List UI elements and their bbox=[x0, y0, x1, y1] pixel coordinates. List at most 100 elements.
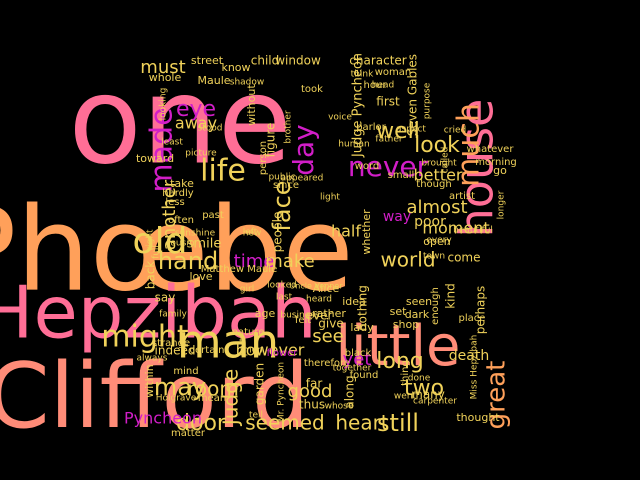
word-27: time bbox=[234, 251, 275, 272]
word-9: much bbox=[452, 103, 487, 187]
word-21: heart bbox=[335, 411, 388, 435]
word-70: say bbox=[155, 291, 176, 305]
word-152: voice bbox=[328, 113, 352, 123]
word-147: Holgrave bbox=[156, 394, 197, 404]
word-67: along bbox=[343, 375, 357, 408]
word-74: ever bbox=[306, 309, 333, 323]
word-87: dark bbox=[405, 308, 430, 321]
word-134: purpose bbox=[423, 82, 433, 119]
word-148: Mr. Pyncheon bbox=[277, 362, 287, 422]
word-47: child bbox=[251, 54, 280, 68]
word-119: woman bbox=[375, 67, 412, 78]
word-76: lady bbox=[350, 321, 374, 334]
word-44: Judge Pyncheon bbox=[351, 53, 366, 158]
word-38: half bbox=[331, 222, 361, 241]
word-168: appeared bbox=[281, 174, 324, 184]
word-75: give bbox=[318, 317, 343, 331]
word-37: see bbox=[312, 326, 344, 347]
word-51: Maule bbox=[197, 74, 230, 87]
word-145: went bbox=[394, 392, 417, 402]
word-7: might bbox=[101, 320, 189, 355]
word-169: light bbox=[320, 193, 340, 203]
word-101: open bbox=[423, 235, 450, 248]
word-23: room bbox=[187, 377, 239, 401]
word-90: hardly bbox=[162, 188, 194, 199]
cloud-words: onePhœbeHepzibahClifford house little manmi… bbox=[0, 53, 517, 449]
word-104: strange bbox=[152, 338, 190, 349]
word-125: love bbox=[189, 270, 212, 283]
word-89: word bbox=[355, 161, 380, 172]
word-164: public bbox=[268, 173, 295, 183]
word-128: sunshine bbox=[175, 229, 216, 239]
word-36: however bbox=[236, 341, 305, 360]
word-112: thing bbox=[400, 360, 411, 386]
word-121: took bbox=[301, 84, 323, 95]
word-83: nature bbox=[232, 327, 265, 338]
word-20: door bbox=[176, 411, 227, 436]
word-55: toward bbox=[136, 152, 174, 165]
word-163: town bbox=[423, 252, 445, 262]
word-40: good bbox=[288, 381, 333, 402]
word-64: many bbox=[411, 388, 445, 402]
word-59: come bbox=[447, 251, 480, 265]
word-69: within bbox=[143, 364, 156, 397]
word-111: found bbox=[350, 370, 379, 381]
word-120: hour bbox=[364, 80, 388, 91]
word-77: people bbox=[271, 212, 285, 253]
word-31: well bbox=[376, 119, 420, 144]
word-88: seen bbox=[406, 295, 432, 308]
word-85: set bbox=[390, 305, 407, 318]
word-158: always bbox=[137, 354, 168, 364]
word-1: Phœbe bbox=[0, 183, 354, 318]
word-43: Pyncheon bbox=[124, 409, 202, 428]
word-16: yet bbox=[343, 349, 372, 370]
word-160: tell bbox=[249, 411, 263, 421]
word-78: figure bbox=[264, 123, 278, 158]
word-84: rather bbox=[312, 307, 346, 320]
word-5: little bbox=[335, 314, 460, 379]
word-113: matter bbox=[171, 428, 206, 439]
word-81: garden bbox=[253, 363, 267, 405]
word-17: great bbox=[482, 361, 512, 430]
word-142: looked bbox=[267, 281, 297, 291]
word-123: head bbox=[372, 81, 394, 91]
word-68: indeed bbox=[155, 344, 196, 358]
word-61: perhaps bbox=[474, 286, 488, 335]
word-146: Miss Hepzibah bbox=[470, 335, 480, 400]
word-8: old bbox=[133, 221, 188, 262]
word-50: whole bbox=[149, 71, 182, 84]
word-57: way bbox=[383, 209, 411, 225]
word-105: certain bbox=[190, 345, 225, 356]
word-127: beautiful bbox=[453, 226, 493, 236]
word-166: girl bbox=[240, 285, 254, 295]
word-49: know bbox=[221, 61, 250, 74]
word-79: person bbox=[258, 141, 269, 175]
word-72: smile bbox=[187, 237, 222, 252]
word-34: away bbox=[175, 114, 217, 133]
word-109: idea bbox=[342, 295, 366, 308]
word-165: least bbox=[161, 138, 183, 148]
word-136: picture bbox=[185, 149, 217, 159]
word-73: nothing bbox=[356, 285, 370, 331]
word-124: parlor bbox=[356, 122, 386, 133]
word-156: heard bbox=[306, 295, 332, 305]
word-102: place bbox=[459, 313, 486, 324]
word-19: may bbox=[154, 373, 206, 401]
word-29: world bbox=[380, 248, 435, 272]
word-25: face bbox=[268, 180, 296, 231]
word-161: done bbox=[408, 374, 431, 384]
word-100: morning bbox=[475, 157, 517, 168]
word-144: every bbox=[426, 236, 452, 246]
word-15: long bbox=[376, 349, 423, 374]
word-32: eye bbox=[176, 97, 216, 122]
word-155: part bbox=[239, 337, 249, 356]
word-65: thus bbox=[299, 398, 325, 412]
word-106: mind bbox=[173, 366, 198, 377]
word-3: Clifford bbox=[0, 344, 309, 449]
word-11: life bbox=[200, 154, 246, 189]
word-108: therefore bbox=[304, 358, 350, 369]
word-30: look bbox=[414, 133, 460, 158]
word-56: take bbox=[170, 177, 194, 190]
